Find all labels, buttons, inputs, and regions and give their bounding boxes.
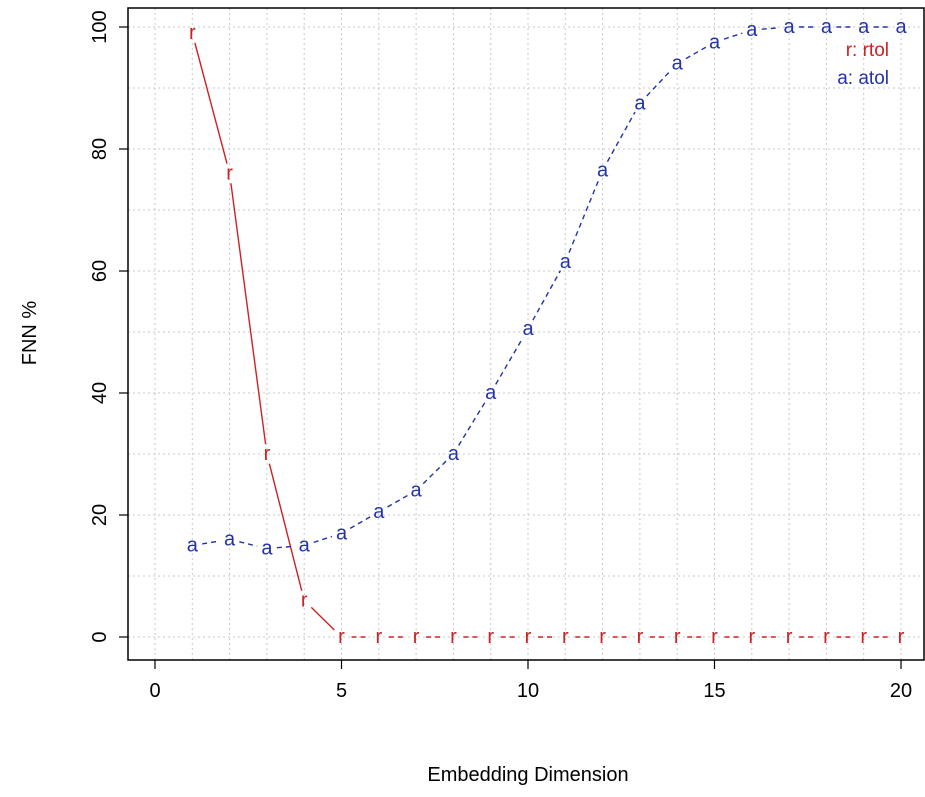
y-axis-label: FNN % [19, 301, 41, 366]
y-tick-label: 0 [89, 631, 111, 642]
series-line-atol [387, 494, 408, 508]
series-line-rtol [310, 606, 335, 631]
x-tick-label: 10 [517, 680, 539, 702]
data-point-rtol: r [487, 626, 494, 648]
series-lines [194, 26, 891, 638]
data-point-rtol: r [338, 626, 345, 648]
data-point-atol: a [411, 480, 423, 502]
y-tick-label: 40 [89, 382, 111, 404]
data-point-rtol: r [599, 626, 606, 648]
data-point-rtol: r [637, 626, 644, 648]
x-tick-label: 15 [703, 680, 725, 702]
data-point-atol: a [895, 16, 907, 38]
data-point-rtol: r [562, 626, 569, 648]
series-line-atol [202, 540, 220, 545]
data-point-atol: a [485, 382, 497, 404]
series-line-atol [606, 111, 636, 162]
data-point-rtol: r [748, 626, 755, 648]
legend-entry-rtol: r: rtol [846, 40, 889, 61]
series-line-atol [239, 541, 258, 547]
data-point-atol: a [560, 251, 572, 273]
series-line-rtol [230, 183, 267, 445]
y-tick-label: 100 [89, 10, 111, 43]
data-point-atol: a [858, 16, 870, 38]
data-point-atol: a [224, 528, 236, 550]
data-point-atol: a [597, 159, 609, 181]
plot-frame [127, 7, 925, 661]
data-point-rtol: r [786, 626, 793, 648]
data-point-atol: a [187, 535, 199, 557]
y-tick-label: 80 [89, 138, 111, 160]
data-point-rtol: r [860, 626, 867, 648]
series-line-atol [723, 32, 743, 40]
data-point-rtol: r [711, 626, 718, 648]
series-line-atol [458, 401, 487, 446]
series-line-atol [568, 179, 600, 253]
data-point-atol: a [634, 92, 646, 114]
series-line-atol [313, 535, 333, 544]
series-line-atol [422, 460, 447, 485]
data-point-rtol: r [413, 626, 420, 648]
series-line-atol [349, 516, 371, 529]
axes: 0 5 10 15 20 0 20 40 60 80 100 [89, 10, 912, 702]
data-point-atol: a [784, 16, 796, 38]
x-tick-label: 20 [890, 680, 912, 702]
data-point-atol: a [299, 535, 311, 557]
data-point-rtol: r [674, 626, 681, 648]
data-point-atol: a [522, 318, 534, 340]
data-point-atol: a [373, 501, 385, 523]
data-point-atol: a [261, 538, 273, 560]
data-point-rtol: r [301, 589, 308, 611]
series-line-rtol [194, 42, 228, 164]
legend-entry-atol: a: atol [837, 68, 889, 89]
series-line-atol [532, 270, 562, 321]
series-line-atol [761, 27, 780, 30]
data-point-rtol: r [375, 626, 382, 648]
data-point-atol: a [448, 443, 460, 465]
data-point-rtol: r [450, 626, 457, 648]
data-point-atol: a [672, 53, 684, 75]
data-point-rtol: r [264, 443, 271, 465]
data-point-rtol: r [226, 162, 233, 184]
data-point-atol: a [336, 522, 348, 544]
y-tick-label: 20 [89, 504, 111, 526]
data-point-atol: a [709, 31, 721, 53]
legend: r: rtol a: atol [837, 40, 889, 89]
x-axis-label: Embedding Dimension [427, 764, 628, 786]
data-point-atol: a [746, 19, 758, 41]
y-tick-label: 60 [89, 260, 111, 282]
data-point-rtol: r [525, 626, 532, 648]
series-line-rtol [268, 463, 303, 591]
data-point-rtol: r [823, 626, 830, 648]
series-line-atol [646, 70, 671, 97]
x-tick-label: 0 [149, 680, 160, 702]
data-point-rtol: r [898, 626, 905, 648]
x-tick-label: 5 [336, 680, 347, 702]
data-point-atol: a [821, 16, 833, 38]
grid [128, 8, 924, 660]
series-line-atol [276, 545, 295, 549]
series-points: r r r r r r r r r r r r r r r r r r r r a a a a a a a a a a a a a a a a a a a a [187, 16, 908, 648]
data-point-rtol: r [189, 22, 196, 44]
series-line-atol [685, 46, 707, 60]
series-line-atol [495, 337, 524, 385]
